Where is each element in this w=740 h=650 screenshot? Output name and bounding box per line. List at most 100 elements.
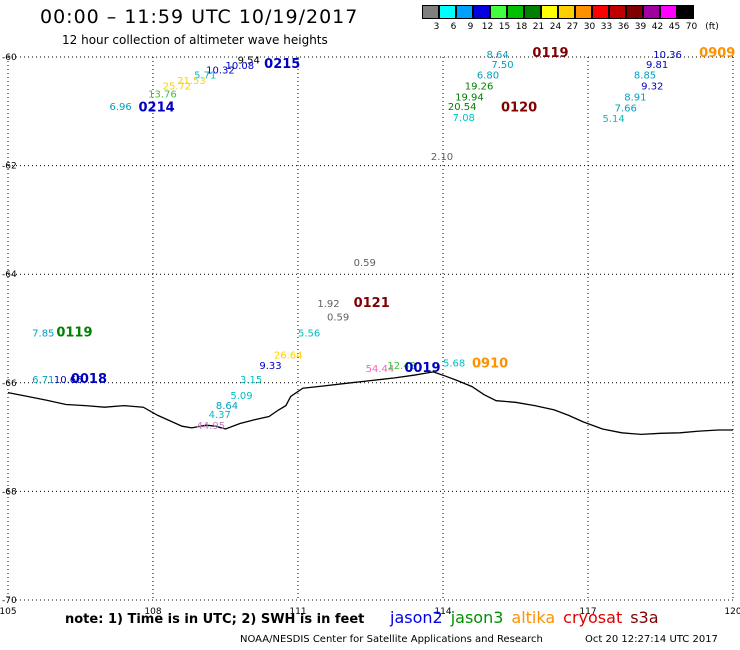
generation-timestamp: Oct 20 12:27:14 UTC 2017 bbox=[585, 634, 718, 645]
swh-value-label: 8.85 bbox=[634, 71, 656, 82]
lon-tick-label: 105 bbox=[0, 607, 17, 617]
lon-tick-label: 117 bbox=[579, 607, 596, 617]
satellite-jason2: jason2 bbox=[390, 608, 443, 627]
pass-time-label: 0215 bbox=[264, 57, 300, 72]
pass-time-label: 0119 bbox=[532, 46, 568, 61]
legend-label-30: 30 bbox=[583, 22, 596, 32]
pass-time-label: 0910 bbox=[472, 357, 508, 372]
lon-tick-label: 108 bbox=[144, 607, 161, 617]
swh-value-label: 44.95 bbox=[197, 421, 226, 432]
legend-swatch-9 bbox=[456, 5, 473, 19]
swh-value-label: 10.32 bbox=[206, 65, 235, 76]
legend-swatch-21 bbox=[524, 5, 541, 19]
swh-value-label: 10.36 bbox=[653, 50, 682, 61]
swh-value-label: 5.71 bbox=[194, 71, 216, 82]
legend-swatch-42 bbox=[643, 5, 660, 19]
swh-value-label: 5.09 bbox=[230, 391, 252, 402]
legend-swatch-39 bbox=[626, 5, 643, 19]
swh-value-label: 9.54 bbox=[238, 56, 260, 67]
legend-label-42: 42 bbox=[651, 22, 664, 32]
legend-label-39: 39 bbox=[634, 22, 647, 32]
pass-time-label: 0909 bbox=[699, 46, 735, 61]
lat-tick-label: -64 bbox=[2, 270, 17, 280]
swh-value-label: 26.64 bbox=[274, 350, 303, 361]
legend-swatch-70 bbox=[677, 5, 694, 19]
legend-label-27: 27 bbox=[566, 22, 579, 32]
credit-text: NOAA/NESDIS Center for Satellite Applica… bbox=[240, 634, 543, 645]
legend-swatch-36 bbox=[609, 5, 626, 19]
swh-value-label: 20.54 bbox=[448, 102, 477, 113]
legend-swatch-27 bbox=[558, 5, 575, 19]
pass-time-label: 0119 bbox=[56, 326, 92, 341]
swh-value-label: 1.92 bbox=[317, 299, 339, 310]
antarctic-coastline bbox=[7, 371, 733, 436]
swh-value-label: 6.96 bbox=[110, 102, 132, 113]
legend-label-15: 15 bbox=[498, 22, 511, 32]
legend-label-3: 3 bbox=[433, 22, 440, 32]
satellite-legend: jason2 jason3 altika cryosat s3a bbox=[390, 608, 667, 627]
swh-value-label: 25.72 bbox=[163, 82, 192, 93]
legend-unit: (ft) bbox=[705, 22, 719, 32]
page-title: 00:00 – 11:59 UTC 10/19/2017 bbox=[40, 6, 359, 28]
swh-value-label: 12.48 bbox=[387, 361, 416, 372]
footer-note: note: 1) Time is in UTC; 2) SWH is in fe… bbox=[65, 612, 365, 627]
pass-time-label: 0018 bbox=[71, 372, 107, 387]
legend-label-33: 33 bbox=[600, 22, 613, 32]
swh-value-label: 8.64 bbox=[487, 50, 509, 61]
swh-value-label: 54.44 bbox=[366, 364, 395, 375]
swh-value-label: 7.85 bbox=[32, 329, 54, 340]
legend-label-36: 36 bbox=[617, 22, 630, 32]
lat-tick-label: -68 bbox=[2, 487, 17, 497]
swh-value-label: 0.59 bbox=[354, 258, 376, 269]
legend-swatch-45 bbox=[660, 5, 677, 19]
swh-value-label: 9.32 bbox=[641, 82, 663, 93]
lon-tick-label: 114 bbox=[434, 607, 451, 617]
swh-value-label: 9.81 bbox=[646, 60, 668, 71]
legend-label-18: 18 bbox=[515, 22, 528, 32]
swh-value-label: 4.37 bbox=[209, 410, 231, 421]
lat-tick-label: -62 bbox=[2, 162, 17, 172]
lat-tick-label: -70 bbox=[2, 596, 17, 606]
satellite-altika: altika bbox=[511, 608, 556, 627]
satellite-cryosat: cryosat bbox=[563, 608, 623, 627]
page-subtitle: 12 hour collection of altimeter wave hei… bbox=[62, 33, 328, 47]
swh-value-label: 21.53 bbox=[177, 76, 206, 87]
swh-value-label: 2.10 bbox=[431, 152, 453, 163]
pass-time-label: 0214 bbox=[139, 100, 175, 115]
swh-value-label: 19.94 bbox=[455, 92, 484, 103]
legend-label-70: 70 bbox=[685, 22, 698, 32]
legend-label-9: 9 bbox=[467, 22, 474, 32]
legend-swatch-30 bbox=[575, 5, 592, 19]
swh-value-label: 9.33 bbox=[259, 361, 281, 372]
swh-value-label: 6.80 bbox=[477, 71, 499, 82]
legend-swatch-24 bbox=[541, 5, 558, 19]
pass-time-label: 0019 bbox=[404, 361, 440, 376]
legend-label-45: 45 bbox=[668, 22, 681, 32]
lon-tick-label: 120 bbox=[724, 607, 740, 617]
lat-tick-label: -66 bbox=[2, 379, 17, 389]
swh-value-label: 13.76 bbox=[148, 90, 177, 101]
lon-tick-label: 111 bbox=[289, 607, 306, 617]
legend-label-24: 24 bbox=[549, 22, 562, 32]
legend-label-12: 12 bbox=[481, 22, 494, 32]
swh-value-label: 5.68 bbox=[443, 359, 465, 370]
swh-value-label: 3.15 bbox=[240, 375, 262, 386]
swh-value-label: 19.26 bbox=[465, 82, 494, 93]
satellite-s3a: s3a bbox=[630, 608, 659, 627]
lat-tick-label: -60 bbox=[2, 53, 17, 63]
legend-swatch-18 bbox=[507, 5, 524, 19]
legend-swatch-6 bbox=[439, 5, 456, 19]
swh-value-label: 10.66 bbox=[54, 375, 83, 386]
swh-value-label: 10.08 bbox=[226, 61, 255, 72]
legend-swatch-15 bbox=[490, 5, 507, 19]
legend-swatch-12 bbox=[473, 5, 490, 19]
legend-swatch-3 bbox=[422, 5, 439, 19]
pass-time-label: 0121 bbox=[354, 296, 390, 311]
swh-value-label: 7.50 bbox=[491, 60, 513, 71]
swh-value-label: 5.56 bbox=[298, 329, 320, 340]
swh-value-label: 0.59 bbox=[327, 312, 349, 323]
swh-value-label: 5.14 bbox=[603, 114, 625, 125]
legend-label-6: 6 bbox=[450, 22, 457, 32]
swh-value-label: 7.66 bbox=[615, 103, 637, 114]
